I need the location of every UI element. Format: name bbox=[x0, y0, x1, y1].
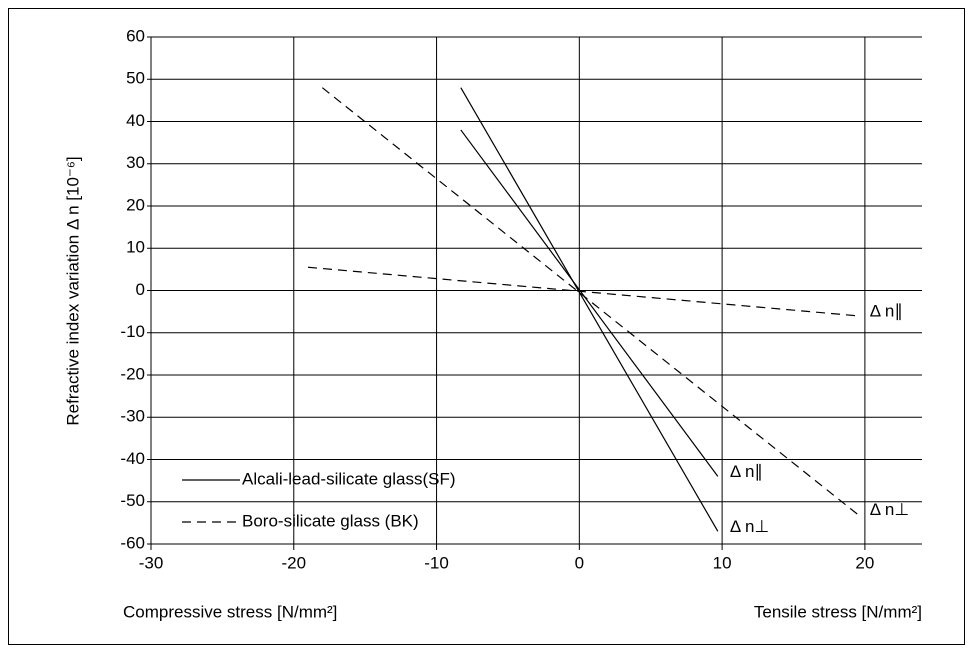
y-tick-label: 60 bbox=[126, 26, 145, 45]
y-tick-label: -20 bbox=[120, 364, 145, 383]
y-tick-label: 40 bbox=[126, 111, 145, 130]
y-tick-label: 50 bbox=[126, 69, 145, 88]
legend-label: Alcali-lead-silicate glass(SF) bbox=[242, 469, 456, 488]
line bbox=[308, 266, 858, 317]
y-tick-label: -40 bbox=[120, 449, 145, 468]
curve-label: Δ n∥ bbox=[870, 301, 903, 320]
x-tick-label: 20 bbox=[855, 553, 874, 572]
x-tick-label: -10 bbox=[424, 553, 449, 572]
x-tick-label: -30 bbox=[139, 553, 164, 572]
x-axis-label-right: Tensile stress [N/mm²] bbox=[754, 602, 922, 621]
frame bbox=[8, 8, 965, 645]
y-tick-label: 10 bbox=[126, 238, 145, 257]
y-tick-label: -10 bbox=[120, 322, 145, 341]
curve-label: Δ n⊥ bbox=[730, 517, 769, 536]
x-tick-label: 0 bbox=[575, 553, 584, 572]
legend-label: Boro-silicate glass (BK) bbox=[242, 511, 419, 530]
y-tick-label: 20 bbox=[126, 195, 145, 214]
y-tick-label: 30 bbox=[126, 153, 145, 172]
y-tick-label: -50 bbox=[120, 491, 145, 510]
line bbox=[460, 129, 719, 477]
line bbox=[321, 87, 859, 515]
curve-label: Δ n⊥ bbox=[870, 500, 909, 519]
x-axis-label-left: Compressive stress [N/mm²] bbox=[123, 602, 337, 621]
line bbox=[460, 87, 719, 532]
y-tick-label: 0 bbox=[136, 280, 145, 299]
x-tick-label: 10 bbox=[713, 553, 732, 572]
y-tick-label: -60 bbox=[120, 533, 145, 552]
x-tick-label: -20 bbox=[281, 553, 306, 572]
y-tick-label: -30 bbox=[120, 407, 145, 426]
curve-label: Δ n∥ bbox=[730, 462, 763, 481]
y-axis-label: Refractive index variation Δ n [10⁻⁶] bbox=[63, 156, 82, 425]
